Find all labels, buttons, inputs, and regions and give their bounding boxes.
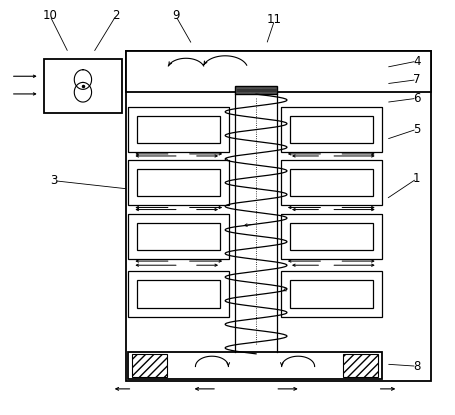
Bar — [289, 223, 372, 250]
Bar — [289, 169, 372, 196]
Bar — [137, 169, 220, 196]
Bar — [280, 160, 381, 205]
Bar — [128, 214, 229, 259]
Text: 6: 6 — [412, 92, 420, 105]
Bar — [280, 214, 381, 259]
Text: 2: 2 — [112, 9, 119, 22]
Text: 4: 4 — [412, 55, 420, 68]
Bar — [289, 115, 372, 143]
Bar — [289, 281, 372, 308]
Text: 7: 7 — [412, 73, 420, 86]
Bar — [128, 271, 229, 317]
Bar — [128, 160, 229, 205]
Bar — [128, 107, 229, 152]
Bar — [137, 223, 220, 250]
Bar — [280, 271, 381, 317]
Text: 8: 8 — [412, 360, 420, 373]
Text: 1: 1 — [412, 172, 420, 185]
Text: 10: 10 — [42, 9, 57, 22]
Text: 9: 9 — [172, 9, 179, 22]
Bar — [137, 115, 220, 143]
Bar — [342, 354, 377, 376]
Bar — [137, 281, 220, 308]
Bar — [126, 51, 430, 92]
Text: 3: 3 — [51, 174, 58, 187]
Bar — [126, 51, 430, 381]
Text: 5: 5 — [412, 123, 420, 136]
Text: 11: 11 — [267, 13, 282, 27]
Bar — [132, 354, 167, 376]
Bar — [44, 59, 122, 113]
Bar — [280, 107, 381, 152]
Bar — [235, 86, 276, 94]
Bar — [128, 352, 381, 378]
